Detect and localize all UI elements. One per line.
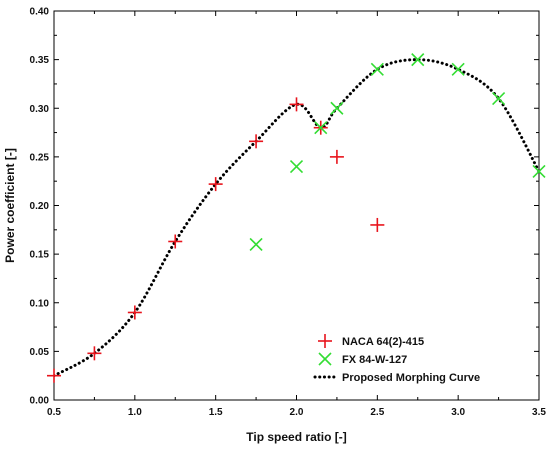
x-axis-title: Tip speed ratio [-] [246, 430, 346, 444]
x-tick-label: 1.5 [209, 407, 223, 418]
point-naca-64-2-415 [249, 134, 264, 149]
point-fx-84-w-127 [411, 53, 425, 67]
point-fx-84-w-127 [492, 91, 506, 106]
x-tick-label: 0.5 [47, 407, 61, 418]
y-tick-label: 0.15 [30, 250, 50, 261]
y-tick-label: 0.35 [30, 55, 50, 66]
point-naca-64-2-415 [127, 305, 142, 320]
point-fx-84-w-127 [532, 164, 546, 179]
y-tick-label: 0.10 [30, 298, 50, 309]
y-tick-label: 0.25 [30, 152, 50, 163]
plot-frame [53, 10, 540, 401]
point-fx-84-w-127 [314, 121, 328, 135]
point-fx-84-w-127 [289, 160, 304, 174]
point-fx-84-w-127 [370, 62, 384, 76]
x-tick-label: 1.0 [128, 407, 142, 418]
point-naca-64-2-415 [87, 346, 102, 361]
legend-label: NACA 64(2)-415 [342, 336, 424, 348]
series-line-proposed-morphing-curve [54, 58, 539, 378]
point-naca-64-2-415 [208, 177, 223, 192]
point-naca-64-2-415 [370, 217, 385, 232]
x-tick-label: 3.0 [451, 407, 465, 418]
legend: NACA 64(2)-415 FX 84-W-127 Proposed Morphi… [313, 334, 480, 384]
point-naca-64-2-415 [168, 234, 183, 249]
legend-label: Proposed Morphing Curve [342, 372, 480, 384]
series-layer [47, 53, 546, 383]
legend-label: FX 84-W-127 [342, 354, 407, 366]
x-tick-label: 2.5 [370, 407, 384, 418]
x-tick-label: 3.5 [532, 407, 546, 418]
x-tick-label: 2.0 [290, 407, 304, 418]
x-axis: 0.5 1.0 1.5 2.0 2.5 3.0 3.5 [47, 11, 546, 418]
point-fx-84-w-127 [330, 101, 344, 115]
y-tick-label: 0.00 [30, 396, 50, 407]
point-fx-84-w-127 [249, 237, 263, 251]
legend-symbol-naca [318, 334, 332, 348]
point-fx-84-w-127 [451, 62, 465, 76]
point-naca-64-2-415 [289, 97, 304, 112]
legend-symbol-fx [318, 352, 332, 366]
y-tick-label: 0.30 [30, 104, 50, 115]
y-axis: 0.00 0.05 0.10 0.15 0.20 0.25 0.30 0.35 0.40 [30, 7, 539, 407]
point-naca-64-2-415 [47, 368, 61, 383]
y-tick-label: 0.40 [30, 7, 50, 18]
y-tick-label: 0.20 [30, 201, 50, 212]
y-tick-label: 0.05 [30, 347, 50, 358]
point-naca-64-2-415 [329, 149, 344, 164]
y-axis-title: Power coefficient [-] [3, 148, 17, 263]
